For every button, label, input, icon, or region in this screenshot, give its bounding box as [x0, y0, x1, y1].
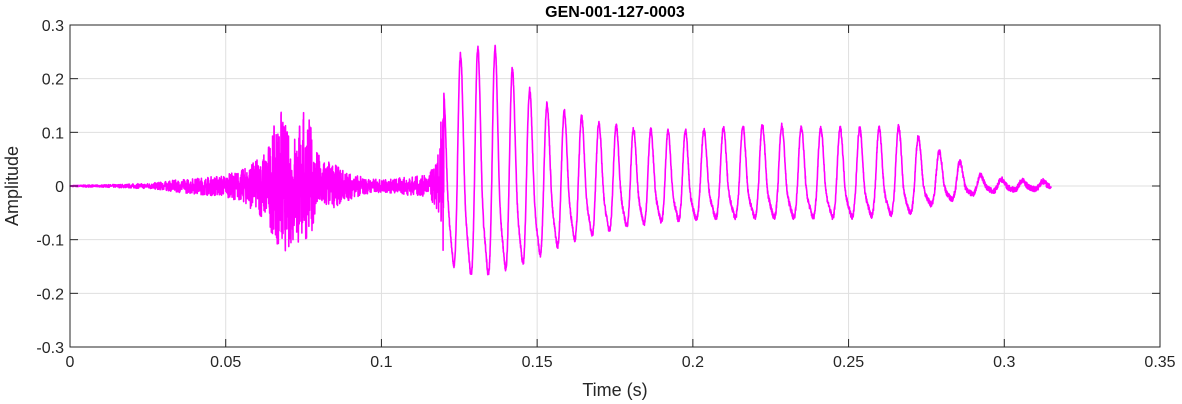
- y-tick-labels: 0.3 0.2 0.1 0 -0.1 -0.2 -0.3: [36, 18, 64, 357]
- y-axis-label: Amplitude: [2, 146, 22, 226]
- x-axis-label: Time (s): [582, 380, 647, 400]
- y-tick-label: 0.2: [42, 72, 64, 89]
- y-tick-label: -0.1: [36, 233, 64, 250]
- x-tick-label: 0.05: [210, 354, 241, 371]
- signal-line: [69, 44, 1052, 276]
- y-tick-label: 0: [55, 179, 64, 196]
- x-tick-label: 0.15: [522, 354, 553, 371]
- y-tick-label: 0.3: [42, 18, 64, 35]
- x-tick-label: 0.3: [993, 354, 1015, 371]
- x-tick-label: 0.35: [1144, 354, 1175, 371]
- y-tick-label: -0.2: [36, 286, 64, 303]
- x-tick-label: 0.25: [833, 354, 864, 371]
- axis-ticks: [69, 24, 1161, 348]
- chart-title: GEN-001-127-0003: [545, 4, 685, 21]
- x-tick-labels: 0 0.05 0.1 0.15 0.2 0.25 0.3 0.35: [66, 354, 1176, 371]
- x-tick-label: 0: [66, 354, 75, 371]
- y-tick-label: -0.3: [36, 340, 64, 357]
- signal-series: [69, 44, 1052, 276]
- x-tick-label: 0.1: [370, 354, 392, 371]
- x-tick-label: 0.2: [682, 354, 704, 371]
- y-tick-label: 0.1: [42, 125, 64, 142]
